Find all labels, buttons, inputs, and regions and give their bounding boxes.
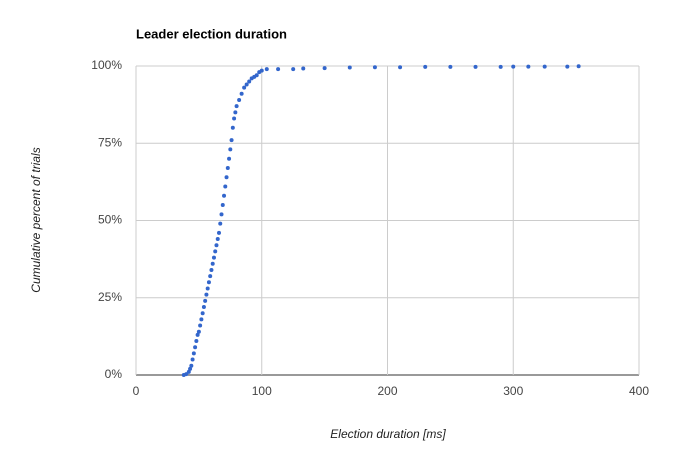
x-tick-label: 100: [252, 384, 272, 398]
point: [498, 64, 503, 69]
point: [347, 65, 352, 70]
point: [211, 255, 216, 260]
point: [542, 64, 547, 69]
point: [473, 64, 478, 69]
point: [511, 64, 516, 69]
point: [200, 311, 205, 316]
y-tick-label: 100%: [91, 58, 122, 72]
point: [259, 68, 264, 73]
point: [247, 79, 252, 84]
point: [233, 110, 238, 115]
chart-title: Leader election duration: [136, 26, 287, 41]
point: [218, 221, 223, 226]
point: [264, 67, 269, 72]
point: [188, 366, 193, 371]
point: [234, 104, 239, 109]
y-tick-label: 75%: [98, 135, 122, 149]
point: [210, 261, 215, 266]
point: [423, 64, 428, 69]
point: [213, 249, 218, 254]
point: [576, 64, 581, 69]
point: [239, 91, 244, 96]
point: [254, 73, 259, 78]
point: [224, 175, 229, 180]
point: [196, 329, 201, 334]
point: [216, 230, 221, 235]
point: [372, 65, 377, 70]
point: [193, 345, 198, 350]
x-tick-label: 400: [629, 384, 649, 398]
point: [225, 165, 230, 170]
x-tick-label: 0: [133, 384, 140, 398]
y-axis-title: Cumulative percent of trials: [29, 147, 43, 292]
point: [198, 323, 203, 328]
point: [195, 332, 200, 337]
point: [214, 243, 219, 248]
point: [565, 64, 570, 69]
point: [194, 339, 199, 344]
point: [199, 317, 204, 322]
point: [203, 298, 208, 303]
point: [204, 292, 209, 297]
point: [448, 64, 453, 69]
point: [244, 82, 249, 87]
point: [186, 369, 191, 374]
point: [230, 125, 235, 130]
point: [190, 357, 195, 362]
point: [242, 85, 247, 90]
point: [232, 116, 237, 121]
x-axis-title: Election duration [ms]: [330, 427, 446, 441]
point: [201, 305, 206, 310]
y-tick-label: 50%: [98, 213, 122, 227]
y-tick-label: 0%: [105, 367, 123, 381]
point: [223, 184, 228, 189]
point: [276, 67, 281, 72]
point: [206, 280, 211, 285]
point: [215, 237, 220, 242]
point: [291, 67, 296, 72]
y-tick-label: 25%: [98, 290, 122, 304]
point: [189, 363, 194, 368]
point: [398, 65, 403, 70]
point: [220, 203, 225, 208]
point: [208, 274, 213, 279]
point: [219, 212, 224, 217]
point: [222, 193, 227, 198]
point: [526, 64, 531, 69]
x-tick-label: 300: [503, 384, 523, 398]
point: [209, 267, 214, 272]
point: [228, 147, 233, 152]
point: [229, 138, 234, 143]
point: [322, 66, 327, 71]
point: [191, 351, 196, 356]
point: [237, 97, 242, 102]
point: [301, 66, 306, 71]
point: [227, 156, 232, 161]
x-tick-label: 200: [377, 384, 397, 398]
point: [205, 286, 210, 291]
